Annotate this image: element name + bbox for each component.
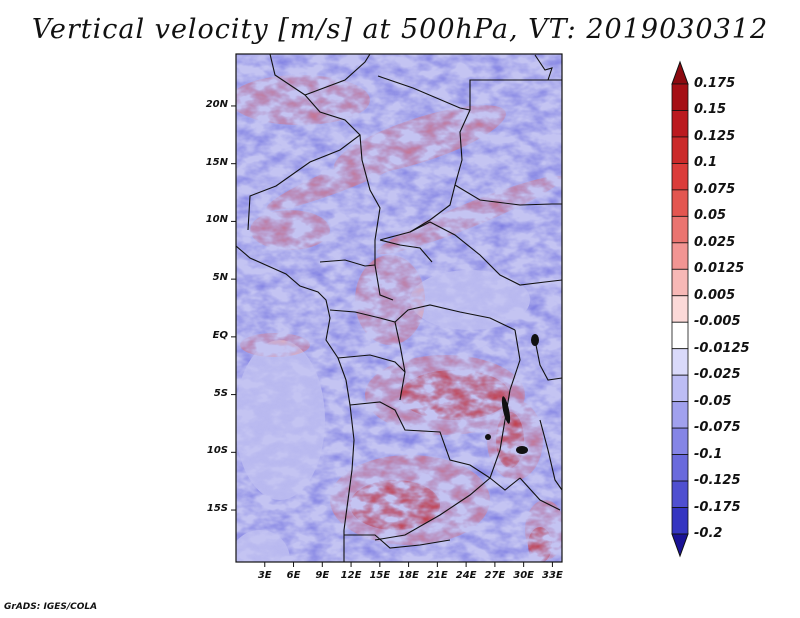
lat-label: 15S xyxy=(206,503,228,515)
colorbar-swatch xyxy=(671,507,689,535)
colorbar-label: 0.125 xyxy=(694,128,736,144)
lon-label: 33E xyxy=(542,570,563,581)
colorbar-swatch xyxy=(671,215,689,244)
lon-label: 18E xyxy=(398,570,419,581)
colorbar-label: -0.125 xyxy=(694,473,741,489)
map-frame xyxy=(235,53,563,563)
lon-label: 30E xyxy=(513,570,535,581)
colorbar-swatch xyxy=(671,427,689,455)
velocity-field xyxy=(236,54,562,562)
colorbar-label: -0.075 xyxy=(694,420,741,436)
lat-label: 5S xyxy=(213,387,228,399)
colorbar-swatch xyxy=(671,374,689,403)
country-borders xyxy=(236,54,562,562)
lat-label: 5N xyxy=(212,272,228,284)
colorbar-swatch xyxy=(671,321,689,350)
lat-label: 10S xyxy=(206,445,228,457)
colorbar-swatch xyxy=(671,454,689,482)
colorbar-label: -0.05 xyxy=(694,393,732,409)
lon-label: 24E xyxy=(455,570,477,581)
colorbar-swatch xyxy=(671,295,689,323)
lat-label: EQ xyxy=(212,329,228,341)
colorbar-swatch xyxy=(671,136,689,164)
colorbar-label: 0.025 xyxy=(694,234,736,250)
lon-label: 15E xyxy=(369,570,391,581)
colorbar-swatch xyxy=(671,268,689,297)
lat-tick-marks xyxy=(231,105,236,511)
colorbar-label: -0.025 xyxy=(694,367,741,383)
colorbar-swatch xyxy=(671,110,689,138)
lon-label: 27E xyxy=(484,570,506,581)
lat-label: 20N xyxy=(205,98,228,110)
colorbar-label: -0.0125 xyxy=(694,340,750,356)
colorbar-label: 0.175 xyxy=(694,76,736,91)
chart-title: Vertical velocity [m/s] at 500hPa, VT: 2… xyxy=(31,14,769,45)
colorbar-label: -0.1 xyxy=(694,446,723,462)
colorbar-label: 0.05 xyxy=(694,208,727,224)
colorbar-swatch xyxy=(671,242,689,270)
lat-label: 15N xyxy=(205,156,228,168)
lakes xyxy=(485,334,539,454)
colorbar-label: 0.075 xyxy=(694,181,736,197)
colorbar-swatch xyxy=(671,348,689,376)
lon-label: 12E xyxy=(340,570,362,581)
colorbar-swatch xyxy=(671,189,689,217)
lon-label: 21E xyxy=(426,570,448,581)
colorbar-label: 0.0125 xyxy=(694,261,745,277)
colorbar-label: 0.005 xyxy=(694,287,736,303)
lon-label: 6E xyxy=(286,570,301,581)
colorbar-overflow-top xyxy=(671,60,689,85)
colorbar-swatch xyxy=(671,401,689,429)
lon-tick-marks xyxy=(264,562,553,567)
grads-credit: GrADS: IGES/COLA xyxy=(4,602,98,612)
lat-label: 10N xyxy=(205,214,228,226)
lon-label: 9E xyxy=(315,570,330,581)
colorbar xyxy=(671,60,689,558)
colorbar-label: 0.15 xyxy=(694,102,727,118)
colorbar-overflow-bottom xyxy=(671,533,689,558)
colorbar-label: -0.175 xyxy=(694,499,741,515)
colorbar-label: -0.005 xyxy=(694,314,741,330)
colorbar-label: -0.2 xyxy=(694,526,723,541)
colorbar-swatch xyxy=(671,480,689,508)
colorbar-swatch xyxy=(671,163,689,191)
colorbar-label: 0.1 xyxy=(694,155,718,171)
lon-label: 3E xyxy=(257,570,272,581)
colorbar-swatch xyxy=(671,83,689,111)
